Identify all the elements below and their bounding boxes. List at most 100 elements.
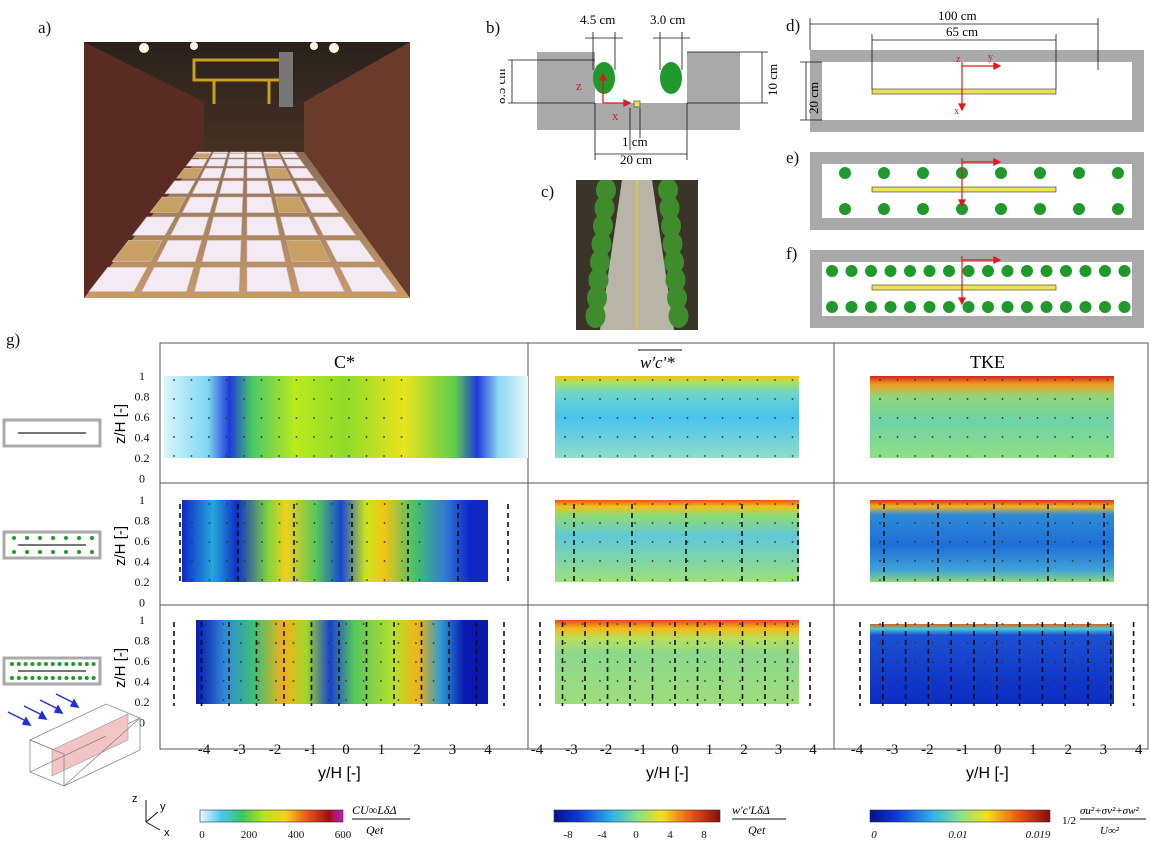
- measurement-point: [1106, 455, 1109, 457]
- measurement-point: [345, 680, 347, 682]
- measurement-point: [756, 642, 759, 644]
- roughness-block: [246, 216, 280, 236]
- measurement-point: [1001, 379, 1004, 381]
- roughness-block: [274, 196, 308, 213]
- measurement-point: [1054, 661, 1056, 663]
- measurement-point: [208, 379, 210, 381]
- xlabel-tke: y/H [-]: [966, 765, 1009, 782]
- measurement-point: [415, 661, 417, 663]
- measurement-point: [327, 699, 330, 701]
- measurement-point: [278, 541, 281, 543]
- measurement-point: [366, 522, 368, 524]
- measurement-point: [756, 503, 759, 505]
- x-tick-label: 1: [1029, 742, 1037, 758]
- measurement-point: [380, 661, 382, 663]
- measurement-point: [345, 661, 347, 663]
- measurement-point: [296, 541, 298, 543]
- measurement-point: [686, 436, 689, 438]
- tree-gap-label: 3.0 cm: [650, 12, 685, 27]
- measurement-point: [1036, 699, 1039, 701]
- measurement-point: [257, 623, 260, 625]
- measurement-point: [896, 436, 899, 438]
- measurement-point: [1071, 417, 1074, 419]
- measurement-point: [383, 398, 385, 400]
- tree-icon: [839, 203, 851, 215]
- measurement-point: [1001, 642, 1004, 644]
- tree-dot-icon: [38, 550, 42, 554]
- measurement-point: [208, 579, 211, 581]
- colorbar-tick-label: -4: [597, 829, 607, 841]
- measurement-point: [651, 398, 654, 400]
- roughness-block: [210, 153, 228, 159]
- measurement-point: [669, 661, 671, 663]
- measurement-point: [879, 661, 881, 663]
- measurement-point: [330, 417, 333, 419]
- measurement-point: [791, 541, 794, 543]
- measurement-point: [634, 455, 636, 457]
- roughness-block: [181, 196, 215, 213]
- measurement-point: [222, 699, 225, 701]
- measurement-point: [260, 436, 263, 438]
- measurement-point: [1019, 503, 1021, 505]
- measurement-point: [896, 680, 899, 682]
- measurement-point: [240, 699, 242, 701]
- measurement-point: [366, 560, 368, 562]
- measurement-point: [704, 379, 706, 381]
- measurement-point: [984, 503, 986, 505]
- measurement-point: [599, 680, 601, 682]
- contour-grid: C* w'c'* TKE 1 0.8 0.6 0.4 0.2 0 1 0.8 0.6 0.4 0.2…: [2, 342, 1149, 841]
- measurement-point: [721, 398, 724, 400]
- roughness-block: [176, 167, 203, 179]
- measurement-point: [257, 680, 260, 682]
- measurement-point: [564, 379, 566, 381]
- colorbar-wc: [553, 809, 721, 823]
- measurement-point: [348, 503, 351, 505]
- measurement-point: [1036, 398, 1039, 400]
- tree-icon: [1118, 265, 1131, 277]
- tree-icon: [904, 265, 916, 277]
- measurement-point: [1019, 642, 1021, 644]
- measurement-point: [257, 642, 260, 644]
- measurement-point: [669, 417, 671, 419]
- measurement-point: [686, 455, 689, 457]
- measurement-point: [984, 522, 986, 524]
- x-tick-label: -3: [565, 742, 578, 758]
- col-title-wc: w'c'*: [640, 353, 675, 372]
- colorbar-c-star: [199, 809, 344, 823]
- measurement-point: [984, 642, 986, 644]
- photo-tree-icon: [659, 196, 680, 220]
- measurement-point: [225, 436, 228, 438]
- measurement-point: [756, 623, 759, 625]
- tree-dot-icon: [25, 536, 29, 540]
- measurement-point: [313, 541, 316, 543]
- measurement-point: [1054, 560, 1056, 562]
- inset-axis-z: z: [132, 793, 138, 805]
- measurement-point: [634, 623, 636, 625]
- plan-axis-x: x: [954, 106, 959, 117]
- measurement-point: [1089, 522, 1091, 524]
- measurement-point: [564, 522, 566, 524]
- tree-icon: [904, 301, 916, 313]
- roughness-block: [325, 240, 376, 262]
- measurement-point: [310, 642, 312, 644]
- measurement-point: [774, 455, 776, 457]
- measurement-point: [243, 503, 246, 505]
- measurement-point: [226, 503, 228, 505]
- measurement-point: [651, 623, 654, 625]
- measurement-point: [984, 661, 986, 663]
- measurement-point: [756, 522, 759, 524]
- measurement-point: [345, 642, 347, 644]
- measurement-point: [581, 522, 584, 524]
- measurement-point: [966, 661, 969, 663]
- measurement-point: [774, 623, 776, 625]
- ylabel-row2: z/H [-]: [112, 526, 129, 566]
- tree-dot-icon: [23, 676, 28, 680]
- measurement-point: [415, 680, 417, 682]
- measurement-point: [208, 522, 211, 524]
- measurement-point: [739, 541, 741, 543]
- measurement-point: [774, 379, 776, 381]
- tree-dot-icon: [12, 550, 16, 554]
- measurement-point: [257, 661, 260, 663]
- measurement-point: [931, 642, 934, 644]
- measurement-point: [348, 398, 350, 400]
